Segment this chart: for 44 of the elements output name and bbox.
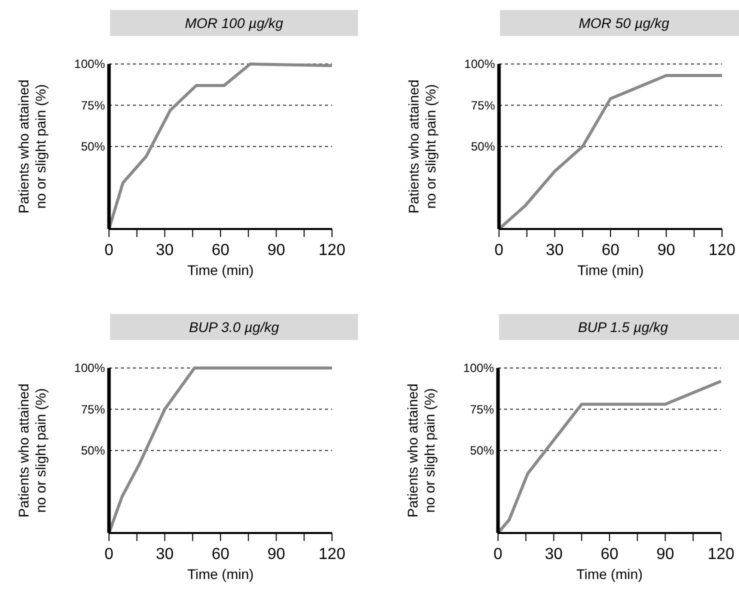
y-tick-label: 100% xyxy=(464,57,496,71)
y-tick-label: 50% xyxy=(80,444,106,458)
x-tick-label: 120 xyxy=(708,242,736,259)
x-tick-label: 90 xyxy=(656,546,674,563)
x-tick-label: 30 xyxy=(156,242,174,259)
x-axis-title: Time (min) xyxy=(187,566,254,582)
x-tick-label: 90 xyxy=(267,242,286,259)
x-axis-title: Time (min) xyxy=(577,262,644,278)
chart-title: BUP 1.5 µg/kg xyxy=(578,319,668,335)
y-axis-title: Patients who attained no or slight pain (%) xyxy=(406,80,438,214)
chart-title: BUP 3.0 µg/kg xyxy=(188,319,280,335)
y-tick-label: 50% xyxy=(470,444,494,458)
x-tick-label: 120 xyxy=(708,546,734,563)
chart-title: MOR 100 µg/kg xyxy=(184,15,284,31)
x-tick-label: 0 xyxy=(494,546,503,563)
y-tick-label: 100% xyxy=(463,361,494,375)
y-tick-label: 100% xyxy=(74,361,106,375)
y-tick-label: 75% xyxy=(470,402,494,416)
y-axis-title: Patients who attained no or slight pain (%) xyxy=(16,80,48,214)
chart-title: MOR 50 µg/kg xyxy=(578,15,670,31)
x-axis-title: Time (min) xyxy=(576,566,643,582)
x-tick-label: 60 xyxy=(212,242,230,259)
y-tick-label: 75% xyxy=(80,402,106,416)
y-tick-label: 75% xyxy=(470,98,496,112)
x-tick-label: 120 xyxy=(318,242,346,259)
x-tick-label: 0 xyxy=(104,546,114,563)
y-axis-title: Patients who attained no or slight pain (%) xyxy=(404,384,438,518)
x-tick-label: 30 xyxy=(546,242,564,259)
y-axis-title: Patients who attained no or slight pain (%) xyxy=(16,384,48,518)
y-tick-label: 50% xyxy=(80,140,106,154)
x-tick-label: 120 xyxy=(318,546,346,563)
y-tick-label: 100% xyxy=(74,57,106,71)
x-tick-label: 90 xyxy=(657,242,676,259)
y-tick-label: 50% xyxy=(470,140,496,154)
x-tick-label: 0 xyxy=(494,242,504,259)
x-tick-label: 60 xyxy=(212,546,230,563)
x-tick-label: 60 xyxy=(600,546,618,563)
x-tick-label: 30 xyxy=(544,546,563,563)
x-axis-title: Time (min) xyxy=(187,262,254,278)
x-tick-label: 90 xyxy=(267,546,286,563)
y-tick-label: 75% xyxy=(80,98,106,112)
x-tick-label: 30 xyxy=(156,546,174,563)
x-tick-label: 0 xyxy=(104,242,114,259)
x-tick-label: 60 xyxy=(602,242,620,259)
